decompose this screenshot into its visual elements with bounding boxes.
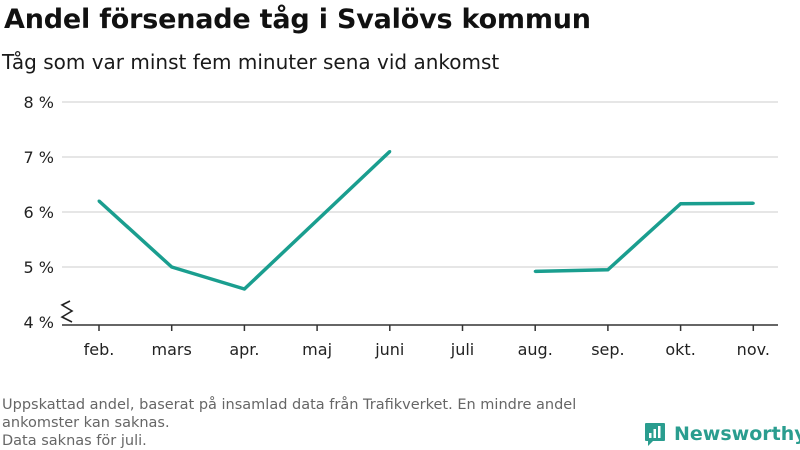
chart-title: Andel försenade tåg i Svalövs kommun [4, 4, 591, 35]
x-tick-label: aug. [518, 340, 553, 359]
x-tick-label: apr. [229, 340, 259, 359]
data-point [242, 287, 246, 291]
brand-name: Newsworthy [674, 423, 800, 445]
x-tick-label: sep. [591, 340, 624, 359]
x-tick-label: okt. [665, 340, 695, 359]
x-tick-label: juni [374, 340, 404, 359]
y-tick-label: 6 % [24, 203, 54, 222]
newsworthy-logo-icon [645, 423, 665, 446]
x-tick-label: maj [302, 340, 332, 359]
x-tick-label: feb. [84, 340, 115, 359]
data-point [315, 218, 319, 222]
y-tick-label: 7 % [24, 148, 54, 167]
newsworthy-logo: Newsworthy [644, 420, 800, 448]
y-tick-label: 5 % [24, 258, 54, 277]
footnote: Uppskattad andel, baserat på insamlad da… [2, 396, 642, 450]
data-point [606, 268, 610, 272]
x-tick-label: nov. [737, 340, 770, 359]
line-chart: 4 % 5 % 6 % 7 % 8 % feb. mars apr. maj juni juli au… [24, 93, 778, 359]
series-line-segment-1 [97, 150, 392, 291]
series-line-segment-2 [535, 201, 754, 274]
data-point [388, 150, 392, 153]
chart-subtitle: Tåg som var minst fem minuter sena vid a… [2, 50, 500, 74]
y-tick-label: 4 % [24, 313, 54, 332]
x-tick-label: juli [450, 340, 474, 359]
footnote-line-2: Data saknas för juli. [2, 433, 147, 449]
data-point [533, 269, 537, 273]
data-point [679, 202, 683, 206]
axis-break-symbol [60, 300, 74, 323]
footnote-line-1: Uppskattad andel, baserat på insamlad da… [2, 397, 577, 431]
data-point [170, 265, 174, 269]
data-point [97, 199, 101, 203]
x-tick-label: mars [152, 340, 192, 359]
data-point [751, 201, 755, 205]
y-tick-label: 8 % [24, 93, 54, 112]
